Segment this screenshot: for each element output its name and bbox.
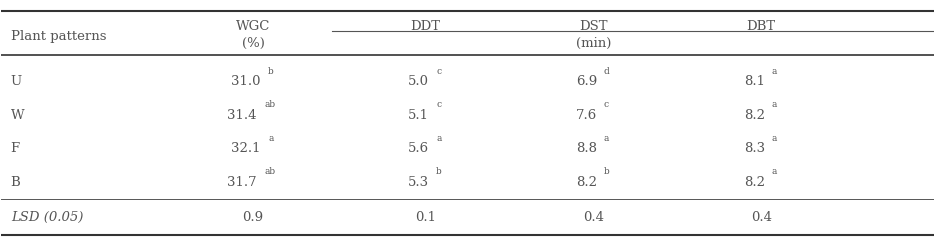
Text: (min): (min) [576,37,611,50]
Text: WGC: WGC [236,20,270,33]
Text: 8.1: 8.1 [743,75,765,88]
Text: a: a [771,67,777,76]
Text: a: a [771,134,777,143]
Text: 0.9: 0.9 [242,211,264,224]
Text: LSD (0.05): LSD (0.05) [10,211,83,224]
Text: a: a [268,134,274,143]
Text: 8.3: 8.3 [743,142,765,155]
Text: 8.2: 8.2 [743,108,765,121]
Text: 8.2: 8.2 [743,175,765,189]
Text: (%): (%) [241,37,265,50]
Text: a: a [771,100,777,109]
Text: 5.3: 5.3 [408,175,429,189]
Text: 8.2: 8.2 [576,175,597,189]
Text: 7.6: 7.6 [576,108,597,121]
Text: 31.0: 31.0 [231,75,261,88]
Text: a: a [604,134,610,143]
Text: a: a [436,134,441,143]
Text: 32.1: 32.1 [231,142,261,155]
Text: b: b [268,67,274,76]
Text: W: W [10,108,24,121]
Text: 5.0: 5.0 [408,75,429,88]
Text: 5.1: 5.1 [408,108,429,121]
Text: DDT: DDT [410,20,440,33]
Text: b: b [604,167,610,176]
Text: 31.7: 31.7 [227,175,257,189]
Text: 8.8: 8.8 [576,142,597,155]
Text: 31.4: 31.4 [227,108,257,121]
Text: DBT: DBT [746,20,776,33]
Text: ab: ab [265,100,276,109]
Text: DST: DST [579,20,608,33]
Text: B: B [10,175,21,189]
Text: b: b [436,167,442,176]
Text: ab: ab [265,167,276,176]
Text: a: a [771,167,777,176]
Text: 0.4: 0.4 [751,211,771,224]
Text: Plant patterns: Plant patterns [10,30,107,43]
Text: c: c [436,100,441,109]
Text: c: c [604,100,609,109]
Text: 0.1: 0.1 [415,211,436,224]
Text: F: F [10,142,20,155]
Text: 6.9: 6.9 [576,75,597,88]
Text: c: c [436,67,441,76]
Text: 0.4: 0.4 [583,211,604,224]
Text: U: U [10,75,22,88]
Text: 5.6: 5.6 [408,142,429,155]
Text: d: d [604,67,610,76]
